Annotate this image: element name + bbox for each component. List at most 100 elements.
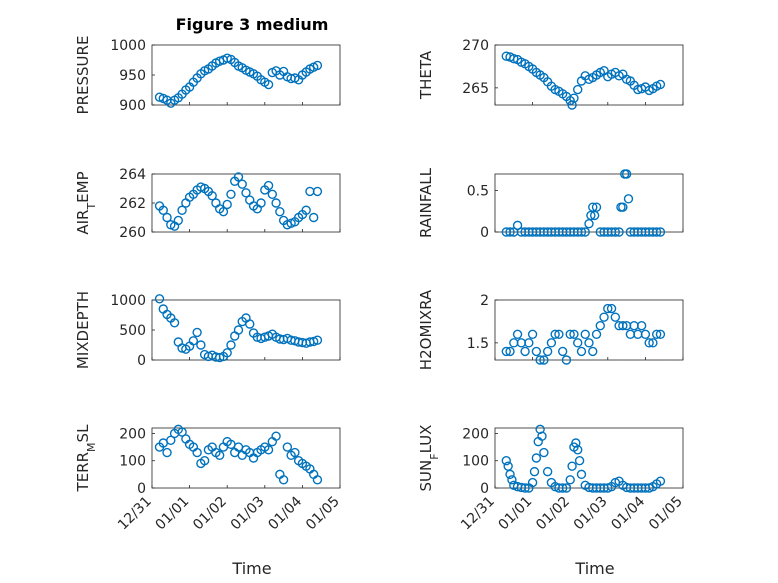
data-point [312,335,323,345]
data-point [501,456,511,466]
data-point [554,329,564,339]
data-point [505,346,515,357]
data-point [606,303,617,314]
data-point [565,475,575,485]
y-axis-label: SUNFLUX [417,425,441,492]
data-point [576,346,587,357]
y-tick-label: 2 [480,293,489,309]
data-point [154,294,165,304]
data-point [595,321,605,331]
data-point [573,338,583,348]
y-tick-label: 264 [119,167,146,183]
data-point [535,355,545,365]
y-tick-label: 100 [119,454,146,470]
data-point [241,188,251,198]
data-point [618,321,628,331]
y-tick-label: 0.5 [467,184,489,200]
y-tick-label: 950 [119,68,146,84]
x-axis-label-right: Time [574,559,614,578]
y-axis-label-main: H2OMIXRA [417,289,435,370]
data-point [162,447,172,458]
data-point [557,346,568,357]
data-point [263,445,274,455]
x-tick-label: 12/31 [458,494,498,534]
y-axis-label-main: MIXDEPTH [74,291,92,369]
y-tick-label: 260 [119,225,146,241]
x-tick-label: 01/03 [228,494,268,534]
data-point [312,186,323,197]
panel-pressure: 900 950 1000 PRESSURE [74,36,341,115]
data-point [177,205,187,215]
x-tick-label: 01/04 [265,493,305,533]
data-point [584,338,594,348]
data-point [610,312,621,322]
data-point [539,447,549,458]
y-axis-label-tail: SL [74,424,92,443]
data-point [576,469,587,480]
data-point [644,338,654,348]
x-tick-label: 01/04 [608,493,648,533]
axes-box [151,299,341,361]
data-point [237,179,247,189]
data-point [290,447,300,458]
data-point [192,327,202,338]
data-point [557,483,568,493]
y-axis-label: THETA [417,50,435,100]
data-point [226,340,236,350]
y-axis-label-main: TERR [74,452,92,493]
data-point [267,189,278,200]
y-tick-label: 1.5 [467,336,489,352]
data-point [520,346,530,357]
data-point [278,475,289,485]
data-point [588,346,598,357]
y-axis-label-tail: LUX [417,425,435,454]
data-point [655,476,666,486]
y-axis-label-sub: T [85,203,98,211]
y-tick-label: 0 [137,353,146,369]
y-tick-label: 200 [462,426,489,442]
axes-box [494,427,684,489]
y-axis-label-main: THETA [417,50,435,100]
y-axis-label-sub: F [428,453,441,459]
x-tick-label: 01/02 [533,494,573,534]
y-tick-label: 262 [119,196,146,212]
data-point [505,469,515,480]
panel-mixdepth: 0 500 1000 MIXDEPTH [74,291,341,369]
data-point [636,321,647,331]
data-point [263,180,274,191]
data-point [651,227,662,237]
x-tick-label: 01/05 [303,494,343,534]
data-point [573,84,583,95]
data-point [162,212,172,223]
data-point [569,93,579,103]
y-tick-label: 0 [480,225,489,241]
data-point [550,329,560,339]
data-point [507,475,517,485]
data-point [196,340,206,350]
data-point [512,329,523,339]
data-point [546,338,557,348]
y-axis-label: PRESSURE [74,36,92,115]
data-point [655,79,666,90]
y-axis-label-main: PRESSURE [74,36,92,115]
data-point [501,346,511,357]
figure-title: Figure 3 medium [176,15,329,34]
data-point [565,329,575,339]
data-point [520,483,530,493]
data-point [226,189,236,200]
data-point [233,325,244,335]
data-point [573,445,583,455]
y-axis-label-main: AIR [74,210,92,235]
data-point [527,477,538,488]
data-point [509,54,519,64]
data-point [571,438,581,448]
data-point [308,212,319,223]
data-point [591,329,602,339]
data-point [524,338,534,348]
data-point [580,227,590,237]
data-point [256,198,266,208]
data-point [505,227,515,237]
